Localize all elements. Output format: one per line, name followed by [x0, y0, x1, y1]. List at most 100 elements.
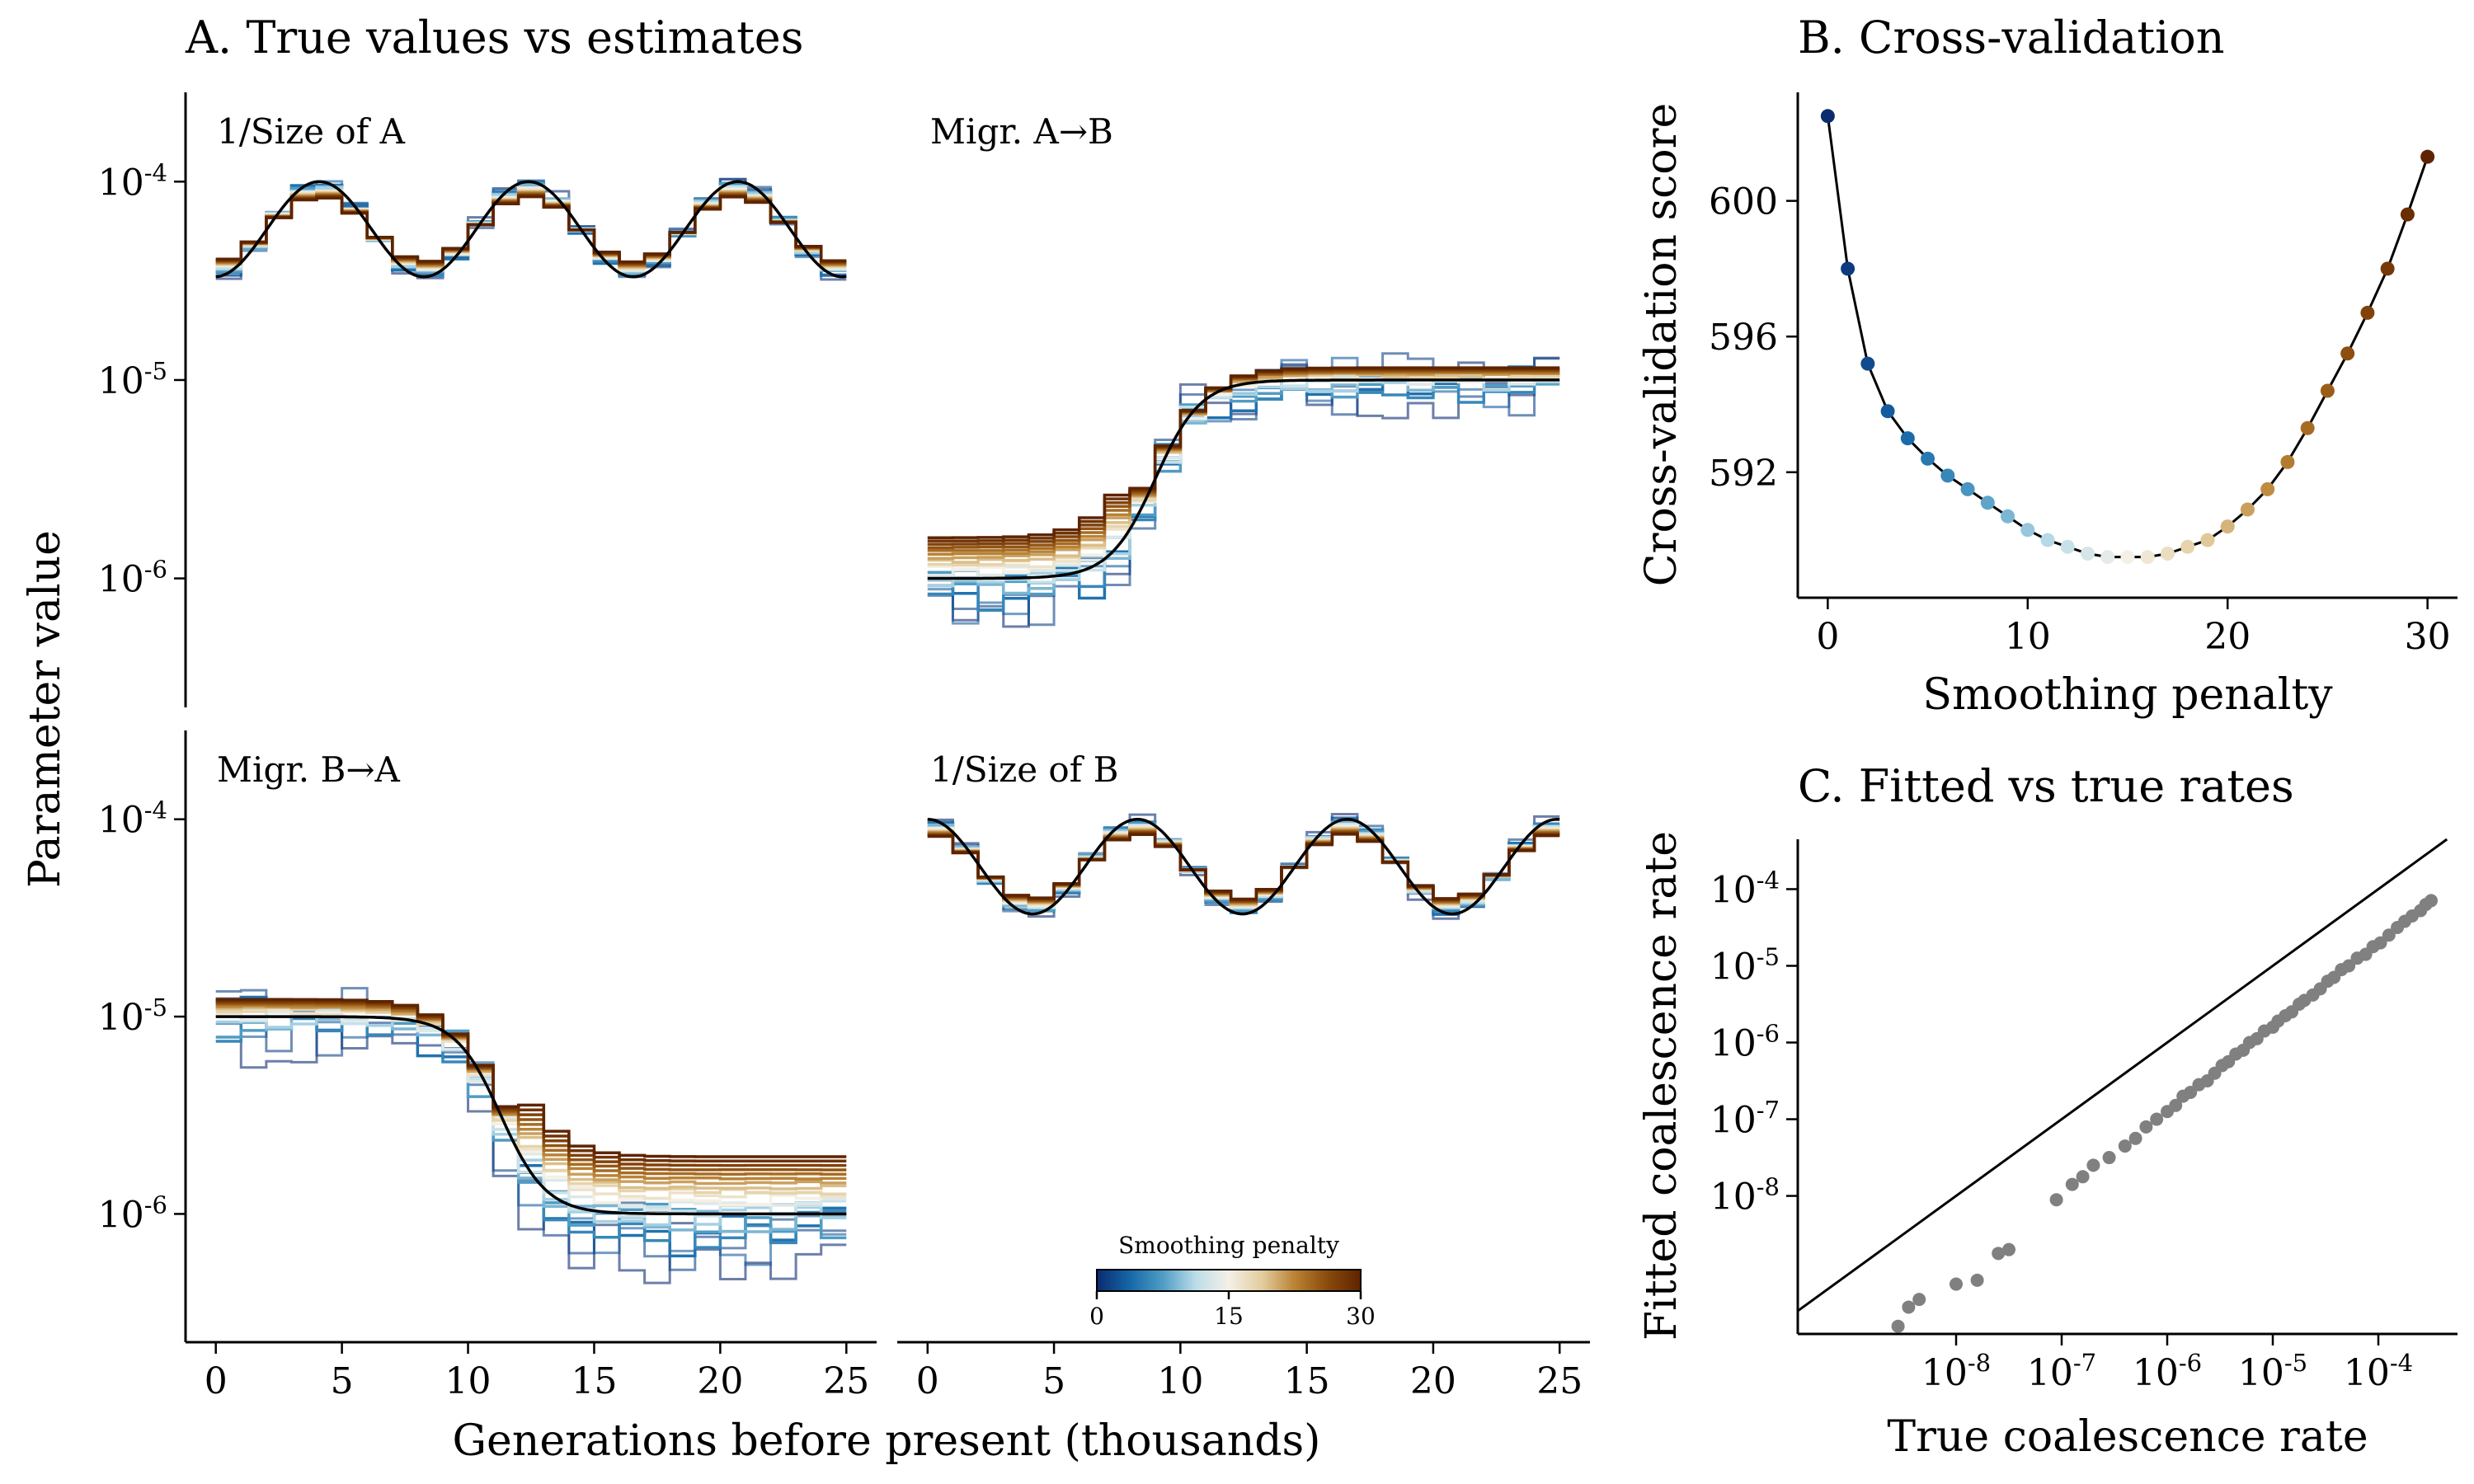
cv-point: [1880, 404, 1895, 419]
x-tick-label: 20: [1410, 1360, 1456, 1402]
rate-point: [2382, 928, 2396, 942]
rate-point: [2139, 1120, 2153, 1134]
x-tick-label: 20: [2204, 616, 2251, 658]
panel-b-plot: [1820, 109, 2435, 565]
colorbar-ticks: 0 15 30: [1089, 1291, 1376, 1330]
estimate-step-line: [215, 195, 847, 264]
panel-c-ticks: 10-8 10-7 10-6 10-5 10-4 10-8 10-7 10-6 10-5 10-4: [1710, 866, 2413, 1394]
cv-curve: [1826, 115, 2429, 559]
rate-point: [2086, 1158, 2100, 1172]
cv-point: [2240, 502, 2255, 517]
panel-a-ylabel: Parameter value: [21, 530, 70, 888]
subplot-label: Migr. B→A: [217, 749, 401, 790]
subplot-migr-b-to-a: Migr. B→A: [215, 749, 847, 1284]
estimate-step-line: [215, 194, 847, 265]
cv-point: [2040, 533, 2055, 547]
subplot-size-a: 1/Size of A: [215, 111, 847, 281]
reference-line: [1797, 838, 2448, 1313]
rate-point: [2425, 894, 2438, 908]
estimate-step-line: [215, 998, 847, 1158]
x-tick-label: 20: [697, 1360, 743, 1402]
subplot-label: 1/Size of A: [217, 111, 406, 152]
subplot-size-b: 1/Size of B: [927, 749, 1560, 920]
estimate-step-line: [927, 356, 1560, 628]
x-tick-label: 10-6: [2133, 1349, 2202, 1394]
estimate-step-line: [215, 194, 847, 265]
rate-point: [2076, 1170, 2090, 1184]
true-curve: [215, 1015, 847, 1216]
estimate-step-line: [927, 829, 1560, 904]
x-tick-label: 5: [331, 1360, 354, 1402]
x-tick-label: 15: [571, 1360, 617, 1402]
cv-point: [1900, 431, 1915, 446]
y-tick-label: 10-4: [98, 796, 167, 842]
y-tick-label: 10-5: [98, 357, 167, 402]
y-tick-label: 10-6: [98, 556, 167, 601]
estimate-step-line: [927, 829, 1560, 904]
y-tick-label: 600: [1709, 181, 1778, 223]
rate-point: [1912, 1293, 1926, 1307]
subplot-label: 1/Size of B: [930, 749, 1118, 790]
true-curve: [215, 180, 847, 279]
panel-c-title: C. Fitted vs true rates: [1798, 760, 2294, 812]
x-tick-label: 15: [1284, 1360, 1330, 1402]
estimate-step-line: [215, 192, 847, 267]
x-tick-label: 25: [1536, 1360, 1583, 1402]
y-tick-label: 592: [1709, 453, 1778, 495]
y-tick-label: 10-7: [1710, 1097, 1780, 1142]
rate-point: [2102, 1151, 2116, 1165]
cv-point: [2360, 305, 2375, 320]
panel-b-ticks: 0 10 20 30 592 596 600: [1709, 181, 2451, 658]
x-tick-label: 10: [445, 1360, 492, 1402]
rate-point: [2169, 1098, 2183, 1112]
x-tick-label: 10: [2005, 616, 2051, 658]
estimate-step-line: [215, 1007, 847, 1207]
estimate-step-line: [215, 987, 847, 1271]
estimate-step-line: [215, 193, 847, 266]
y-tick-label: 596: [1709, 317, 1778, 359]
panel-a: A. True values vs estimates Parameter va…: [21, 12, 1590, 1466]
panel-c-ylabel: Fitted coalescence rate: [1637, 831, 1686, 1341]
panel-b-xlabel: Smoothing penalty: [1922, 670, 2333, 720]
x-tick-label: 5: [1042, 1360, 1065, 1402]
estimate-step-line: [215, 1003, 847, 1181]
cv-point: [2060, 539, 2075, 554]
x-tick-label: 10-4: [2344, 1349, 2413, 1394]
y-tick-label: 10-6: [1710, 1020, 1780, 1065]
cv-point: [2260, 481, 2275, 496]
estimate-step-line: [215, 1006, 847, 1200]
estimate-step-line: [215, 1002, 847, 1266]
estimate-step-line: [927, 367, 1560, 612]
x-tick-label: 10-7: [2027, 1349, 2096, 1394]
panel-b: B. Cross-validation Cross-validation sco…: [1637, 12, 2458, 720]
estimate-step-line: [215, 1002, 847, 1172]
panel-a-x-ticks: 0 5 10 15 20 25 0 5 10 15 20 25: [205, 1342, 1583, 1402]
colorbar: Smoothing penalty 0 15 30: [1089, 1232, 1376, 1330]
y-tick-label: 10-8: [1710, 1173, 1780, 1219]
subplot-migr-a-to-b: Migr. A→B: [927, 111, 1560, 628]
cv-point: [2400, 207, 2415, 222]
x-tick-label: 25: [823, 1360, 869, 1402]
rate-point: [2150, 1112, 2164, 1126]
colorbar-label: Smoothing penalty: [1118, 1232, 1339, 1259]
rate-point: [2118, 1139, 2132, 1153]
x-tick-label: 0: [916, 1360, 939, 1402]
x-tick-label: 10-8: [1921, 1349, 1991, 1394]
panel-c-plot: [1797, 838, 2448, 1333]
estimate-step-line: [215, 1006, 847, 1219]
estimate-step-line: [927, 832, 1560, 902]
estimate-step-line: [215, 997, 847, 1284]
subplot-label: Migr. A→B: [930, 111, 1113, 152]
estimate-step-line: [927, 831, 1560, 903]
y-tick-label: 10-5: [1710, 942, 1780, 988]
cv-point: [1820, 109, 1835, 124]
rate-point: [2049, 1193, 2063, 1207]
cv-point: [2420, 149, 2435, 164]
panel-b-ylabel: Cross-validation score: [1637, 103, 1686, 586]
cv-point: [2160, 547, 2175, 561]
estimate-step-line: [927, 370, 1560, 556]
x-tick-label: 10: [1157, 1360, 1203, 1402]
rate-point: [1950, 1277, 1963, 1291]
rate-point: [1902, 1300, 1916, 1314]
